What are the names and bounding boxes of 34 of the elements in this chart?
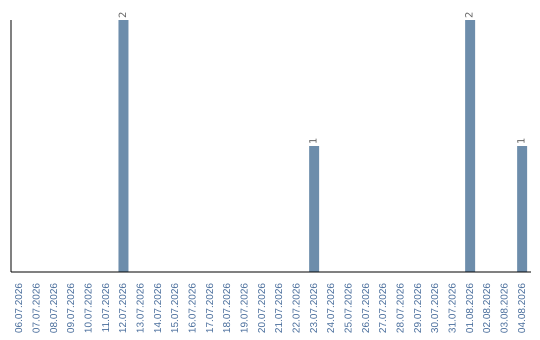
x-tick-label: 06.07.2026 — [14, 282, 26, 334]
x-tick-label: 31.07.2026 — [448, 282, 458, 334]
x-tick-label: 17.07.2026 — [204, 282, 216, 334]
x-tick-label: 15.07.2026 — [170, 282, 182, 334]
x-tick-label: 04.08.2026 — [516, 282, 528, 334]
x-tick-label: 23.07.2026 — [308, 282, 320, 334]
x-tick-label: 19.07.2026 — [240, 282, 250, 334]
x-tick-label: 26.07.2026 — [360, 282, 372, 334]
x-tick-label: 10.07.2026 — [84, 282, 94, 334]
x-tick-label: 24.07.2026 — [326, 282, 338, 334]
x-tick-label: 09.07.2026 — [66, 282, 78, 334]
data-label: 2 — [464, 12, 476, 18]
x-tick-label: 28.07.2026 — [396, 282, 406, 334]
x-tick-label: 27.07.2026 — [378, 282, 390, 334]
x-tick-label: 13.07.2026 — [136, 282, 146, 334]
x-tick-label: 25.07.2026 — [344, 282, 354, 334]
x-tick-label: 07.07.2026 — [32, 282, 42, 334]
x-tick-label: 03.08.2026 — [500, 282, 510, 334]
x-tick-label: 22.07.2026 — [292, 282, 302, 334]
x-tick-label: 02.08.2026 — [482, 282, 494, 334]
x-tick-label: 01.08.2026 — [464, 282, 476, 334]
x-tick-label: 21.07.2026 — [274, 282, 286, 334]
x-tick-label: 11.07.2026 — [100, 282, 112, 332]
x-tick-label: 29.07.2026 — [412, 282, 424, 334]
x-tick-label: 20.07.2026 — [256, 282, 268, 334]
data-label: 1 — [516, 138, 528, 144]
x-tick-label: 30.07.2026 — [430, 282, 442, 334]
x-tick-label: 14.07.2026 — [152, 282, 164, 334]
x-tick-label: 16.07.2026 — [188, 282, 198, 334]
data-label: 1 — [308, 138, 320, 144]
x-tick-label: 18.07.2026 — [222, 282, 234, 334]
x-tick-label: 12.07.2026 — [118, 282, 130, 334]
data-label: 2 — [118, 12, 129, 18]
x-tick-label: 08.07.2026 — [48, 282, 60, 334]
